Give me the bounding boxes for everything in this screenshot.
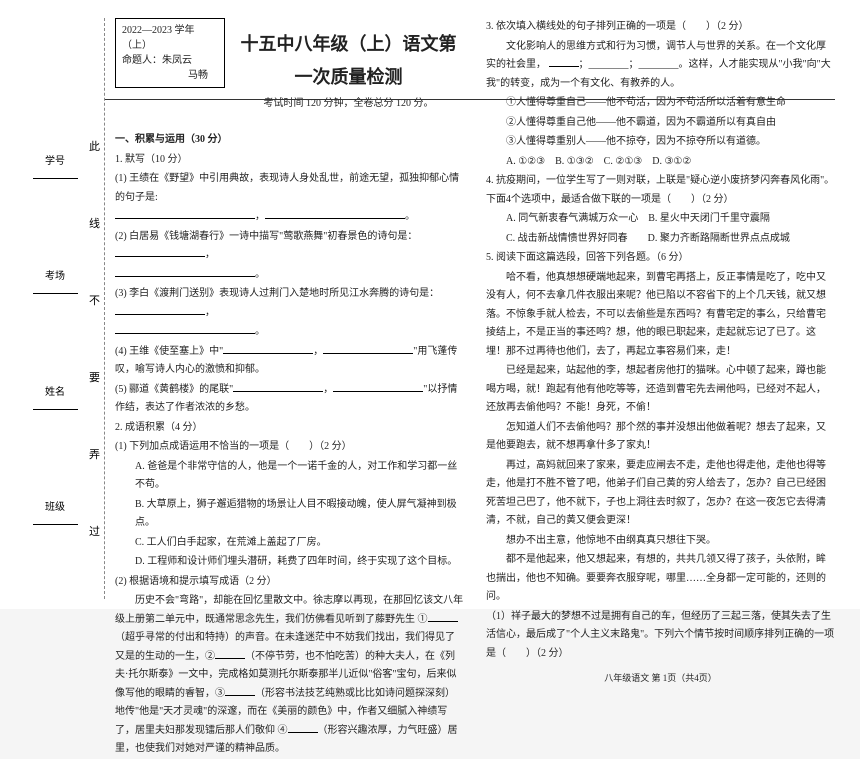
label-text: 班级 [45,498,65,513]
option-b: B. 大草原上，狮子邂逅猎物的场景让人目不暇接动魄，使人屏气凝神到极点。 [115,496,464,533]
q3-heading: 3. 依次填入横线处的句子排列正确的一项是（ ）（2 分） [486,18,835,37]
q2-1-heading: (1) 下列加点成语运用不恰当的一项是（ ）（2 分） [115,438,464,457]
q-text: (2) 白居易《钱塘湖春行》一诗中描写"莺歌燕舞"初春景色的诗句是： [115,231,417,242]
seal-char: 线 [89,211,100,235]
blank-row: 。 [115,323,464,342]
blank-line [33,515,78,525]
q1-5: (5) 郦道《黄鹤楼》的尾联"，"以抒情作结，表达了作者浓浓的乡愁。 [115,381,464,418]
option-a: A. 爸爸是个非常守信的人，他是一个一诺千金的人，对工作和学习都一丝不苟。 [115,458,464,495]
blank-line [33,169,78,179]
passage-p5: 想办不出主意，他惊地不由纲真真只想往下哭。 [486,532,835,551]
option-3: ③人懂得尊重别人——他不掠夺，因为不掠夺所以有道德。 [486,133,835,152]
divider-top [105,99,835,100]
info-box: 2022—2023 学年（上） 命题人：朱凤云 马畅 [115,18,225,88]
q1-4: (4) 王维《使至塞上》中"，"用飞蓬传叹，喻写诗人内心的激愤和抑郁。 [115,343,464,380]
label-text: 学号 [45,152,65,167]
field-exam-room: 考场 [33,267,78,294]
subtitle: 考试时间 120 分钟，全卷总分 120 分。 [233,95,464,114]
seal-char: 过 [89,519,100,543]
right-column: 3. 依次填入横线处的句子排列正确的一项是（ ）（2 分） 文化影响人的思维方式… [486,18,835,599]
q-text: (4) 王维《使至塞上》中" [115,346,223,357]
teacher-1: 朱凤云 [162,55,192,66]
option-d: D. 工程师和设计师们埋头潜研，耗费了四年时间，终于实现了这个目标。 [115,553,464,572]
seal-char: 此 [89,134,100,158]
seal-line: 此 线 不 要 弄 过 [85,18,105,599]
seal-char: 不 [89,288,100,312]
label-text: 姓名 [45,383,65,398]
teacher-label: 命题人： [122,55,162,66]
q4-options-cd: C. 战击新战情愦世界好同春 D. 聚力齐断路隔断世界点点成城 [486,230,835,249]
passage-p4: 再过，高妈就回来了家来，要走应闸去不走，走他也得走他，走他也得等走，他是打不胜不… [486,457,835,531]
label-text: 考场 [45,267,65,282]
content-area: 2022—2023 学年（上） 命题人：朱凤云 马畅 十五中八年级（上）语文第一… [115,18,835,599]
q1-2: (2) 白居易《钱塘湖春行》一诗中描写"莺歌燕舞"初春景色的诗句是：， [115,228,464,265]
seal-char: 弄 [89,442,100,466]
q2-heading: 2. 成语积累（4 分） [115,419,464,438]
blank-row: 。 [115,266,464,285]
field-student-id: 学号 [33,152,78,179]
seal-char: 要 [89,365,100,389]
blank-row: ，。 [115,208,464,227]
q5-heading: 5. 阅读下面这篇选段，回答下列各题。（6 分） [486,249,835,268]
title-row: 2022—2023 学年（上） 命题人：朱凤云 马畅 十五中八年级（上）语文第一… [115,18,464,123]
main-title: 十五中八年级（上）语文第一次质量检测 [233,18,464,95]
q-text: (1) 王绩在《野望》中引用典故，表现诗人身处乱世，前途无望，孤独抑郁心情的句子… [115,173,459,203]
q-text: (3) 李白《渡荆门送别》表现诗人过荆门入楚地时所见江水奔腾的诗句是： [115,288,439,299]
q4-heading: 4. 抗疫期间，一位学生写了一则对联，上联是"疑心逆小废挤梦闪奔春风化雨"。下面… [486,172,835,209]
field-name: 姓名 [33,383,78,410]
option-1: ①人懂得尊重自己——他不苟活，因为不苟活所以活着有意生命 [486,94,835,113]
section-heading: 一、积累与运用（30 分） [115,131,464,150]
blank-line [33,284,78,294]
q2-2-heading: (2) 根据语境和提示填写成语（2 分） [115,573,464,592]
page-footer: 八年级语文 第 1页（共4页） [486,664,835,687]
passage-text: 历史不会"弯路"，却能在回忆里散文中。徐志摩以再现，在那回忆该文八年级上册第二单… [115,595,463,625]
passage-line: 历史不会"弯路"，却能在回忆里散文中。徐志摩以再现，在那回忆该文八年级上册第二单… [115,592,464,759]
year-text: 2022—2023 学年（上） [122,23,218,53]
option-2: ②人懂得尊重自己他——他不霸道，因为不霸道所以有真自由 [486,114,835,133]
q3-options: A. ①②③ B. ①③② C. ②①③ D. ③①② [486,153,835,172]
q1-heading: 1. 默写（10 分） [115,151,464,170]
q1-3: (3) 李白《渡荆门送别》表现诗人过荆门入楚地时所见江水奔腾的诗句是：， [115,285,464,322]
passage-p6: 都不是他起来，他又想起来，有想的，共共几领又得了孩子，头依附，眸也揣出，他也不知… [486,551,835,607]
passage-p1: 哈不看，他真想想硬端地起来，到曹宅再搭上，反正事情是吃了，吃中又没有人，何不去拿… [486,269,835,362]
blank-line [33,400,78,410]
q5-sub1: （1）祥子最大的梦想不过是拥有自己的车，但经历了三起三落，使其失去了生活信心，最… [486,608,835,664]
passage-p2: 已经是起来，站起他的李，想起者房他打的猫咪。心中顿了起来，蹲也能喝方喝，就！跑起… [486,362,835,418]
left-column: 2022—2023 学年（上） 命题人：朱凤云 马畅 十五中八年级（上）语文第一… [115,18,464,599]
q1-1: (1) 王绩在《野望》中引用典故，表现诗人身处乱世，前途无望，孤独抑郁心情的句子… [115,170,464,207]
teacher-2: 马畅 [122,68,218,83]
binding-fields: 学号 考场 姓名 班级 [25,18,85,599]
exam-page: 学号 考场 姓名 班级 此 线 不 要 弄 过 2022—2023 学年（上） [0,0,860,609]
q4-options-ab: A. 同气新衷春气满城万众一心 B. 星火中天闭门千里守震隔 [486,210,835,229]
q3-intro: 文化影响人的思维方式和行为习惯，调节人与世界的关系。在一个文化厚实的社会里， ；… [486,38,835,94]
option-c: C. 工人们白手起家，在荒滩上盖起了厂房。 [115,534,464,553]
q-text: (5) 郦道《黄鹤楼》的尾联" [115,384,233,395]
passage-p3: 怎知道人们不去偷他吗？那个然的事并没想出他做着呢？想去了起来，又是他要跑去，就不… [486,419,835,456]
field-class: 班级 [33,498,78,525]
